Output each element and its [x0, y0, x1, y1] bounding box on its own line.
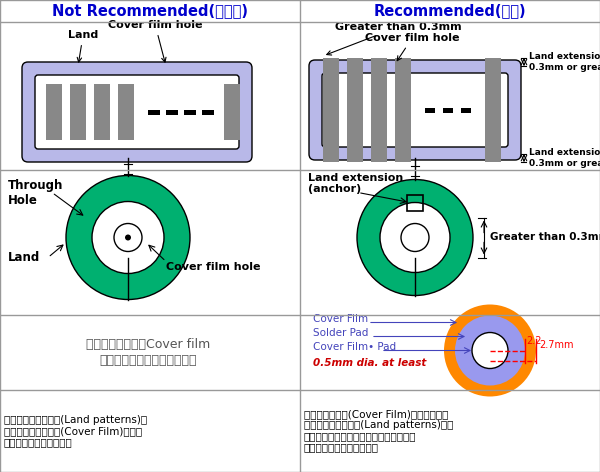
Text: 樣可以確保焊墊被固定於板材的基板，避: 樣可以確保焊墊被固定於板材的基板，避 — [304, 431, 416, 441]
Bar — [118, 84, 134, 140]
Circle shape — [380, 202, 450, 272]
Bar — [202, 110, 214, 115]
Bar — [407, 194, 423, 211]
Bar — [443, 108, 453, 113]
Circle shape — [114, 224, 142, 252]
Bar — [371, 58, 387, 162]
Text: 裸露在外的焊墊線路(Land patterns)，這: 裸露在外的焊墊線路(Land patterns)，這 — [304, 421, 454, 430]
FancyBboxPatch shape — [309, 60, 521, 160]
Bar — [94, 84, 110, 140]
Text: Greater than 0.3mm: Greater than 0.3mm — [327, 22, 461, 55]
Text: Recommended(建議): Recommended(建議) — [374, 3, 526, 18]
Text: Land extension of
0.3mm or greater: Land extension of 0.3mm or greater — [529, 148, 600, 168]
Text: Solder Pad: Solder Pad — [313, 329, 368, 338]
Circle shape — [455, 315, 525, 386]
Text: 0.5mm dia. at least: 0.5mm dia. at least — [313, 359, 427, 369]
Bar — [224, 84, 240, 140]
Text: 有部份被絕緣覆蓋層(Cover Film)覆蓋固: 有部份被絕緣覆蓋層(Cover Film)覆蓋固 — [4, 426, 142, 436]
Text: 裸露在外的焊墊線路(Land patterns)沒: 裸露在外的焊墊線路(Land patterns)沒 — [4, 415, 147, 425]
Circle shape — [125, 235, 131, 241]
Bar — [425, 108, 435, 113]
FancyBboxPatch shape — [322, 73, 508, 147]
Bar — [395, 58, 411, 162]
Text: Land: Land — [68, 30, 98, 62]
Bar — [166, 110, 178, 115]
Text: Cover film hole: Cover film hole — [166, 262, 260, 272]
Text: 建議絕緣覆蓋層(Cover Film)要覆蓋住部份: 建議絕緣覆蓋層(Cover Film)要覆蓋住部份 — [304, 410, 448, 420]
Bar — [70, 84, 86, 140]
Text: 免焊墊因焊錫加熱時剝落。: 免焊墊因焊錫加熱時剝落。 — [304, 443, 379, 453]
Circle shape — [92, 202, 164, 273]
Text: Land: Land — [8, 251, 40, 264]
Bar — [485, 58, 501, 162]
Text: 通孔的焊墊必須用Cover film: 通孔的焊墊必須用Cover film — [86, 338, 210, 351]
Circle shape — [472, 332, 508, 369]
FancyBboxPatch shape — [35, 75, 239, 149]
Circle shape — [66, 176, 190, 300]
Text: 定時容易因作業而剝落。: 定時容易因作業而剝落。 — [4, 437, 73, 447]
Bar — [461, 108, 471, 113]
Text: Not Recommended(不建議): Not Recommended(不建議) — [52, 3, 248, 18]
Text: Cover Film• Pad: Cover Film• Pad — [313, 343, 396, 353]
Bar — [148, 110, 160, 115]
Text: 覆蓋住，以避免使用時剝落。: 覆蓋住，以避免使用時剝落。 — [99, 354, 197, 367]
Text: Cover film hole: Cover film hole — [108, 20, 203, 62]
Text: Greater than 0.3mm: Greater than 0.3mm — [490, 233, 600, 243]
Text: Land extension
(anchor): Land extension (anchor) — [308, 173, 403, 194]
Text: Through
Hole: Through Hole — [8, 178, 64, 207]
Text: Land extension of
0.3mm or greater: Land extension of 0.3mm or greater — [529, 52, 600, 72]
Circle shape — [444, 304, 536, 396]
Text: 2.7mm: 2.7mm — [539, 339, 574, 349]
Text: Cover film hole: Cover film hole — [365, 33, 460, 60]
Bar — [323, 58, 339, 162]
Circle shape — [401, 224, 429, 252]
Bar — [46, 84, 62, 140]
Bar — [184, 110, 196, 115]
Bar — [347, 58, 363, 162]
FancyBboxPatch shape — [22, 62, 252, 162]
Circle shape — [357, 179, 473, 295]
Text: 2.2: 2.2 — [526, 337, 542, 346]
Text: Cover Film: Cover Film — [313, 314, 368, 325]
